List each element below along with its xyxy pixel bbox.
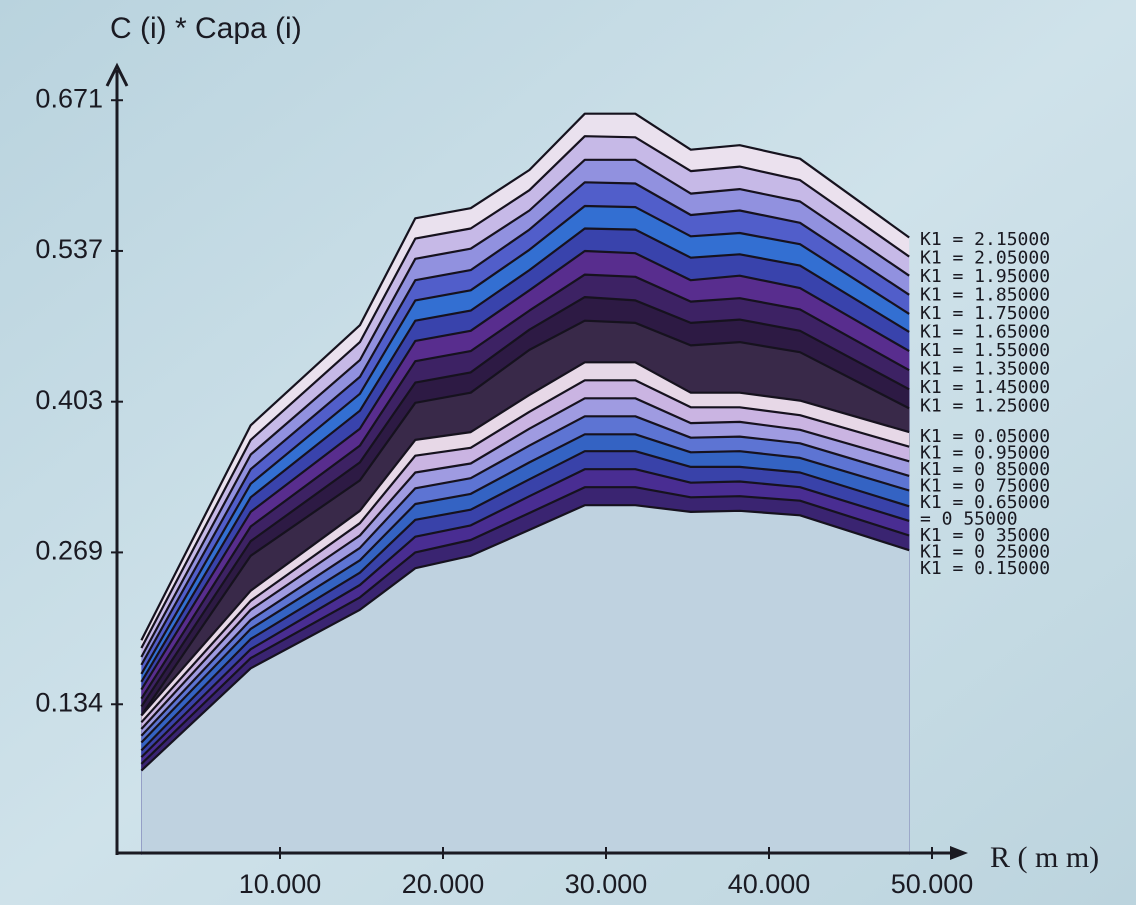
- series-label: K1 = 0 75000: [920, 476, 1050, 497]
- series-line: [140, 468, 910, 758]
- x-tick-label: 50.000: [891, 869, 974, 899]
- series-line: [140, 504, 910, 772]
- series-line: [140, 273, 910, 700]
- series-label: K1 = 0 35000: [920, 525, 1050, 546]
- series-label: K1 = 1.65000: [920, 322, 1050, 343]
- series-label: K1 = 0.95000: [920, 443, 1050, 464]
- series-label: K1 = 0.65000: [920, 492, 1050, 513]
- y-tick-label: 0.537: [35, 234, 103, 264]
- x-axis-title: R ( m m): [990, 841, 1099, 874]
- series-label: K1 = 1.25000: [920, 396, 1050, 417]
- series-label: K1 = 1.85000: [920, 285, 1050, 306]
- series-label: K1 = 1.75000: [920, 303, 1050, 324]
- series-label: K1 = 0.15000: [920, 558, 1050, 579]
- series-line: [140, 319, 910, 717]
- series-label: K1 = 1.95000: [920, 266, 1050, 287]
- series-line: [140, 112, 910, 641]
- x-tick-label: 40.000: [728, 869, 811, 899]
- x-tick-label: 10.000: [239, 869, 322, 899]
- series-line: [140, 415, 910, 737]
- series-line: [140, 135, 910, 649]
- series-label: K1 = 2.15000: [920, 229, 1050, 250]
- series-label: K1 = 1.45000: [920, 377, 1050, 398]
- x-axis-arrow: [950, 846, 968, 860]
- series-label: K1 = 2.05000: [920, 248, 1050, 269]
- series-label: K1 = 0.05000: [920, 426, 1050, 447]
- series-line: [140, 158, 910, 658]
- y-axis-title: C (i) * Capa (i): [110, 12, 302, 45]
- series-line: [140, 397, 910, 730]
- series-label: K1 = 0 85000: [920, 459, 1050, 480]
- series-label: = 0 55000: [920, 509, 1018, 530]
- series-line: [140, 361, 910, 717]
- y-tick-label: 0.671: [35, 83, 103, 113]
- y-tick-label: 0.134: [35, 687, 103, 717]
- series-line: [140, 204, 910, 675]
- series-band: [141, 505, 910, 855]
- series-line: [140, 296, 910, 708]
- x-tick-label: 30.000: [565, 869, 648, 899]
- y-axis-arrow: [105, 62, 129, 87]
- series-line: [140, 227, 910, 683]
- series-line: [140, 181, 910, 666]
- series-line: [140, 450, 910, 752]
- series-line: [140, 379, 910, 724]
- y-tick-label: 0.403: [35, 385, 103, 415]
- series-line: [140, 249, 910, 691]
- series-line: [140, 433, 910, 744]
- series-line: [140, 486, 910, 765]
- series-label: K1 = 1.55000: [920, 340, 1050, 361]
- series-label: K1 = 0 25000: [920, 542, 1050, 563]
- series-label: K1 = 1.35000: [920, 359, 1050, 380]
- x-tick-label: 20.000: [402, 869, 485, 899]
- y-tick-label: 0.269: [35, 536, 103, 566]
- axes: [105, 62, 968, 860]
- plot-area: [140, 112, 910, 856]
